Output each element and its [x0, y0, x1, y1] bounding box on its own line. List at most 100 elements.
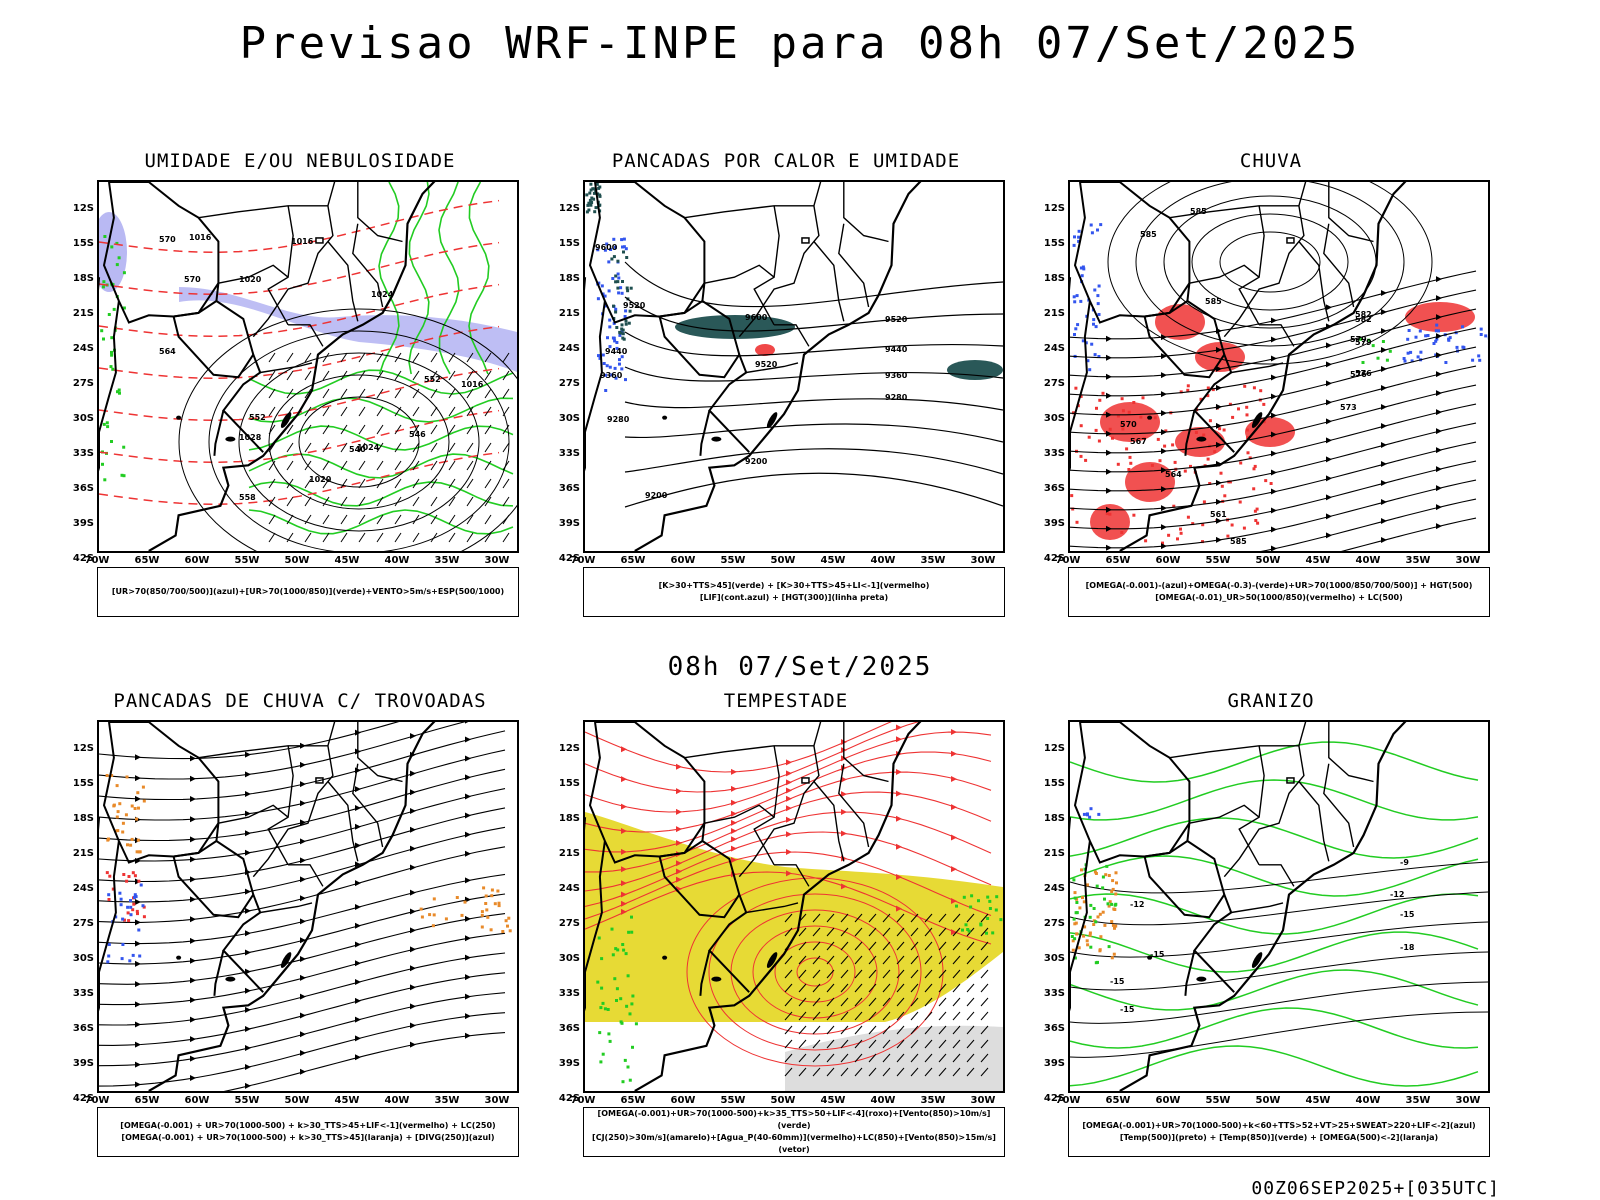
streamline-arrow	[896, 769, 902, 776]
streamline-arrow	[190, 896, 196, 903]
instability-speckle	[624, 319, 628, 323]
longitude-tick-label: 65W	[620, 1095, 646, 1106]
streamline	[99, 846, 506, 923]
wind-vector	[340, 442, 348, 453]
rain-speckle	[1206, 457, 1210, 461]
rain-speckle	[1255, 507, 1259, 511]
streamline-arrow	[1271, 507, 1277, 514]
wind-vector	[868, 1039, 877, 1049]
wind-vector	[376, 424, 384, 435]
lake	[1196, 976, 1207, 982]
divergence-area	[141, 904, 145, 908]
temp500-contour	[1070, 891, 1488, 926]
omega-area	[1086, 943, 1090, 947]
temp850-contour	[1070, 969, 1479, 1011]
wind-vector	[980, 913, 989, 923]
wind-area	[619, 997, 623, 1001]
wind-vector	[448, 406, 456, 417]
red-area	[126, 911, 130, 915]
state-border	[260, 362, 313, 374]
contour-label: 546	[409, 430, 426, 439]
contour-label: 1020	[309, 475, 332, 484]
latitude-tick-label: 24S	[1043, 343, 1065, 354]
wind-vector	[358, 514, 366, 525]
rain-speckle	[1208, 419, 1212, 423]
rain-speckle	[1084, 458, 1088, 462]
rain-speckle	[1252, 487, 1256, 491]
isobar	[178, 308, 517, 551]
streamline-arrow	[410, 1022, 416, 1029]
streamline-arrow	[465, 1013, 471, 1020]
rain-speckle	[1186, 515, 1190, 519]
orange-area	[506, 924, 509, 928]
federal-district	[801, 237, 810, 244]
omega-area	[1448, 336, 1452, 340]
state-border	[1169, 722, 1307, 759]
streamline-arrow	[951, 775, 957, 782]
streamline-arrow	[1326, 342, 1332, 349]
rain-speckle	[1256, 521, 1260, 525]
wind-vector	[924, 955, 933, 965]
streamline-arrow	[190, 997, 196, 1004]
wind-vector	[840, 969, 849, 979]
wind-vector	[952, 997, 961, 1007]
wind-vector	[924, 997, 933, 1007]
orange-area	[432, 913, 436, 917]
wind-vector	[394, 352, 402, 363]
country-border	[595, 182, 750, 453]
wind-vector	[966, 1053, 975, 1063]
coastline	[634, 182, 922, 551]
orange-area	[482, 886, 486, 890]
contour-label: 9520	[623, 301, 646, 310]
instability-area	[947, 360, 1003, 380]
streamline-arrow	[1326, 304, 1332, 311]
wind-vector	[938, 997, 947, 1007]
wind-vector	[854, 997, 863, 1007]
panel-legend: [OMEGA(-0.001) + UR>70(1000-500) + k>30_…	[97, 1107, 519, 1157]
wind-vector	[286, 478, 294, 489]
rain-speckle	[1243, 384, 1247, 388]
wind-vector	[430, 370, 438, 381]
height-contour	[624, 472, 1003, 508]
wind-area	[607, 1032, 611, 1036]
lif-contour	[601, 353, 605, 357]
wind-vector	[322, 352, 330, 363]
wind-vector	[322, 478, 330, 489]
streamline-arrow	[896, 724, 902, 731]
wind-vector	[268, 478, 276, 489]
latitude-tick-label: 27S	[558, 918, 580, 929]
contour-label: 1016	[291, 237, 314, 246]
streamline-arrow	[1326, 399, 1332, 406]
streamline-arrow	[300, 819, 306, 826]
rain-speckle	[1120, 531, 1124, 534]
streamline-arrow	[300, 800, 306, 807]
omega-area	[1089, 223, 1093, 227]
wind-area	[621, 943, 625, 946]
panel-legend: [OMEGA(-0.001)-(azul)+OMEGA(-0.3)-(verde…	[1068, 567, 1490, 617]
legend-line: [UR>70(850/700/500)](azul)+[UR>70(1000/8…	[111, 587, 505, 596]
omega-area	[1077, 229, 1081, 233]
streamline-arrow	[410, 808, 416, 815]
streamline-arrow	[731, 845, 737, 852]
streamline-arrow	[190, 1036, 196, 1043]
wind-vector	[484, 460, 492, 471]
lake	[225, 436, 236, 442]
state-border	[267, 205, 294, 326]
streamline-arrow	[355, 1035, 361, 1042]
wind-vector	[980, 941, 989, 951]
streamline-arrow	[1271, 450, 1277, 457]
lif-contour	[623, 315, 627, 318]
latitude-tick-label: 30S	[558, 413, 580, 424]
wind-vector	[910, 1067, 919, 1077]
omega-area	[1092, 318, 1096, 322]
state-border	[267, 745, 294, 866]
rain-speckle	[1199, 397, 1203, 401]
country-border	[99, 300, 120, 472]
streamline-arrow	[135, 775, 141, 782]
federal-district	[315, 237, 324, 244]
rain-speckle	[1142, 436, 1146, 440]
orange-area	[135, 850, 139, 854]
streamline-arrow	[676, 868, 682, 875]
hail-area	[1082, 812, 1086, 816]
instability-speckle	[622, 250, 625, 254]
